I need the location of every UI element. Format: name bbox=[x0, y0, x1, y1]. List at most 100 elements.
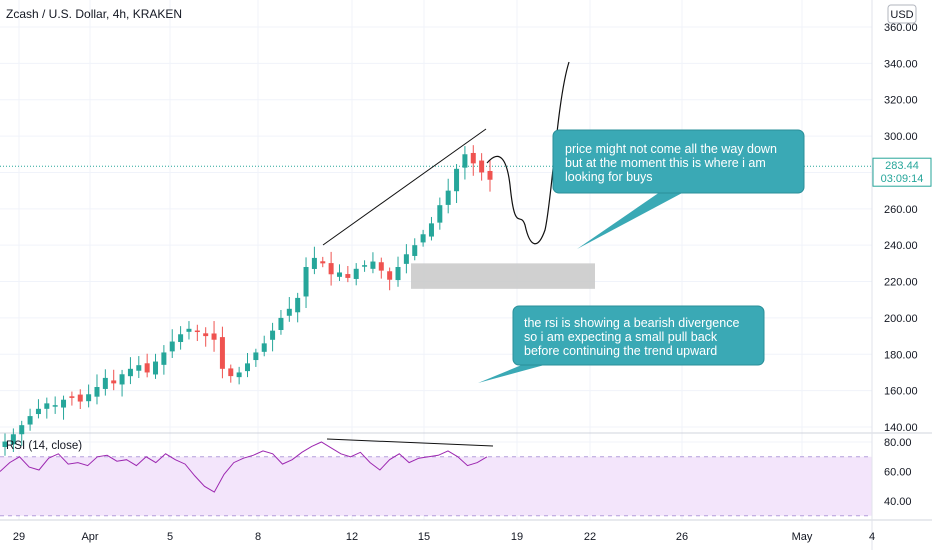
candle-body bbox=[353, 268, 359, 279]
candle-body bbox=[378, 262, 384, 271]
candle-body bbox=[127, 368, 133, 377]
rsi-tick-label: 60.00 bbox=[884, 467, 912, 479]
candle-body bbox=[35, 408, 41, 415]
time-tick-label: 8 bbox=[255, 531, 261, 543]
candle-body bbox=[311, 257, 317, 269]
candle-body bbox=[194, 330, 200, 333]
candle-body bbox=[19, 425, 25, 435]
price-tick-label: 300.00 bbox=[884, 131, 918, 143]
callout-line: but at the moment this is where i am bbox=[565, 156, 766, 170]
bar-countdown: 03:09:14 bbox=[881, 173, 924, 185]
candle-body bbox=[2, 441, 8, 447]
last-price-value: 283.44 bbox=[885, 160, 919, 172]
upper-trend-line[interactable] bbox=[322, 128, 487, 246]
time-tick-label: 12 bbox=[346, 531, 358, 543]
candle-body bbox=[52, 405, 58, 407]
time-tick-label: 26 bbox=[676, 531, 688, 543]
candle-body bbox=[169, 341, 175, 352]
candle-body bbox=[320, 261, 326, 264]
candle-body bbox=[10, 434, 16, 445]
callout-line: before continuing the trend upward bbox=[524, 344, 717, 358]
callout-line: looking for buys bbox=[565, 170, 653, 184]
candle-body bbox=[470, 152, 476, 164]
rsi-axis[interactable]: 40.00 60.00 80.00 bbox=[884, 437, 912, 508]
candle-body bbox=[144, 363, 150, 373]
callout-line: so i am expecting a small pull back bbox=[524, 330, 718, 344]
candle-body bbox=[286, 308, 292, 316]
candle-body bbox=[102, 377, 108, 389]
price-tick-label: 240.00 bbox=[884, 240, 918, 252]
price-tick-label: 260.00 bbox=[884, 204, 918, 216]
candle-body bbox=[77, 394, 83, 402]
callout-box bbox=[552, 129, 805, 194]
candle-body bbox=[479, 160, 485, 173]
callout-line: the rsi is showing a bearish divergence bbox=[524, 316, 739, 330]
time-tick-label: 22 bbox=[584, 531, 596, 543]
time-tick-label: 4 bbox=[869, 531, 875, 543]
price-tick-label: 220.00 bbox=[884, 277, 918, 289]
candle-body bbox=[186, 328, 192, 332]
callout-line: price might not come all the way down bbox=[565, 142, 777, 156]
candle-body bbox=[487, 170, 493, 180]
candle-body bbox=[387, 271, 393, 280]
price-tick-label: 200.00 bbox=[884, 313, 918, 325]
support-zone[interactable] bbox=[411, 263, 595, 289]
candle-body bbox=[345, 274, 351, 278]
price-tick-label: 160.00 bbox=[884, 386, 918, 398]
candle-body bbox=[303, 267, 309, 297]
candle-body bbox=[403, 254, 409, 264]
candle-body bbox=[203, 333, 209, 337]
time-tick-label: Apr bbox=[81, 531, 98, 543]
candle-body bbox=[412, 245, 418, 256]
candles bbox=[2, 145, 493, 456]
candle-body bbox=[61, 399, 67, 408]
currency-badge[interactable]: USD bbox=[887, 4, 917, 24]
callout-box bbox=[512, 305, 765, 366]
rsi-divergence-line[interactable] bbox=[326, 438, 494, 447]
price-axis[interactable]: 140.00 160.00 180.00 200.00 220.00 240.00 260.… bbox=[884, 22, 918, 434]
rsi-band-lines bbox=[0, 456, 872, 517]
candle-body bbox=[94, 387, 100, 397]
callout-note-1[interactable]: price might not come all the way down bu… bbox=[552, 129, 805, 249]
candle-body bbox=[462, 154, 468, 168]
candle-body bbox=[228, 368, 234, 377]
candle-body bbox=[395, 267, 401, 281]
rsi-title: RSI (14, close) bbox=[6, 440, 82, 452]
candle-body bbox=[370, 261, 376, 269]
rsi-tick-label: 40.00 bbox=[884, 496, 912, 508]
rsi-tick-label: 80.00 bbox=[884, 437, 912, 449]
candle-body bbox=[270, 330, 276, 340]
candle-body bbox=[437, 205, 443, 223]
candle-body bbox=[178, 334, 184, 342]
candle-body bbox=[161, 352, 167, 365]
price-tick-label: 320.00 bbox=[884, 95, 918, 107]
currency-label: USD bbox=[890, 9, 913, 21]
candle-body bbox=[153, 361, 159, 375]
time-axis[interactable]: 29 Apr 5 8 12 15 19 22 26 May 4 bbox=[13, 531, 875, 543]
time-tick-label: 29 bbox=[13, 531, 25, 543]
symbol-title: Zcash / U.S. Dollar, 4h, KRAKEN bbox=[6, 7, 182, 21]
candle-body bbox=[253, 352, 259, 361]
last-price-tag: 283.44 03:09:14 bbox=[872, 157, 932, 187]
time-tick-label: 15 bbox=[418, 531, 430, 543]
candle-body bbox=[336, 272, 342, 277]
candle-body bbox=[328, 263, 334, 275]
candle-body bbox=[44, 403, 50, 409]
rsi-line bbox=[0, 441, 488, 493]
candle-body bbox=[69, 396, 75, 398]
candle-body bbox=[295, 297, 301, 313]
candle-body bbox=[420, 234, 426, 243]
callout-note-2[interactable]: the rsi is showing a bearish divergence … bbox=[478, 305, 765, 383]
rsi-band-fill bbox=[0, 456, 872, 516]
candle-body bbox=[219, 337, 225, 369]
price-tick-label: 140.00 bbox=[884, 422, 918, 434]
candle-body bbox=[445, 190, 451, 205]
candle-body bbox=[428, 223, 434, 237]
time-tick-label: 5 bbox=[167, 531, 173, 543]
candle-body bbox=[211, 333, 217, 340]
price-tick-label: 180.00 bbox=[884, 349, 918, 361]
candle-body bbox=[27, 416, 33, 425]
price-tick-label: 340.00 bbox=[884, 58, 918, 70]
candle-body bbox=[454, 168, 460, 192]
